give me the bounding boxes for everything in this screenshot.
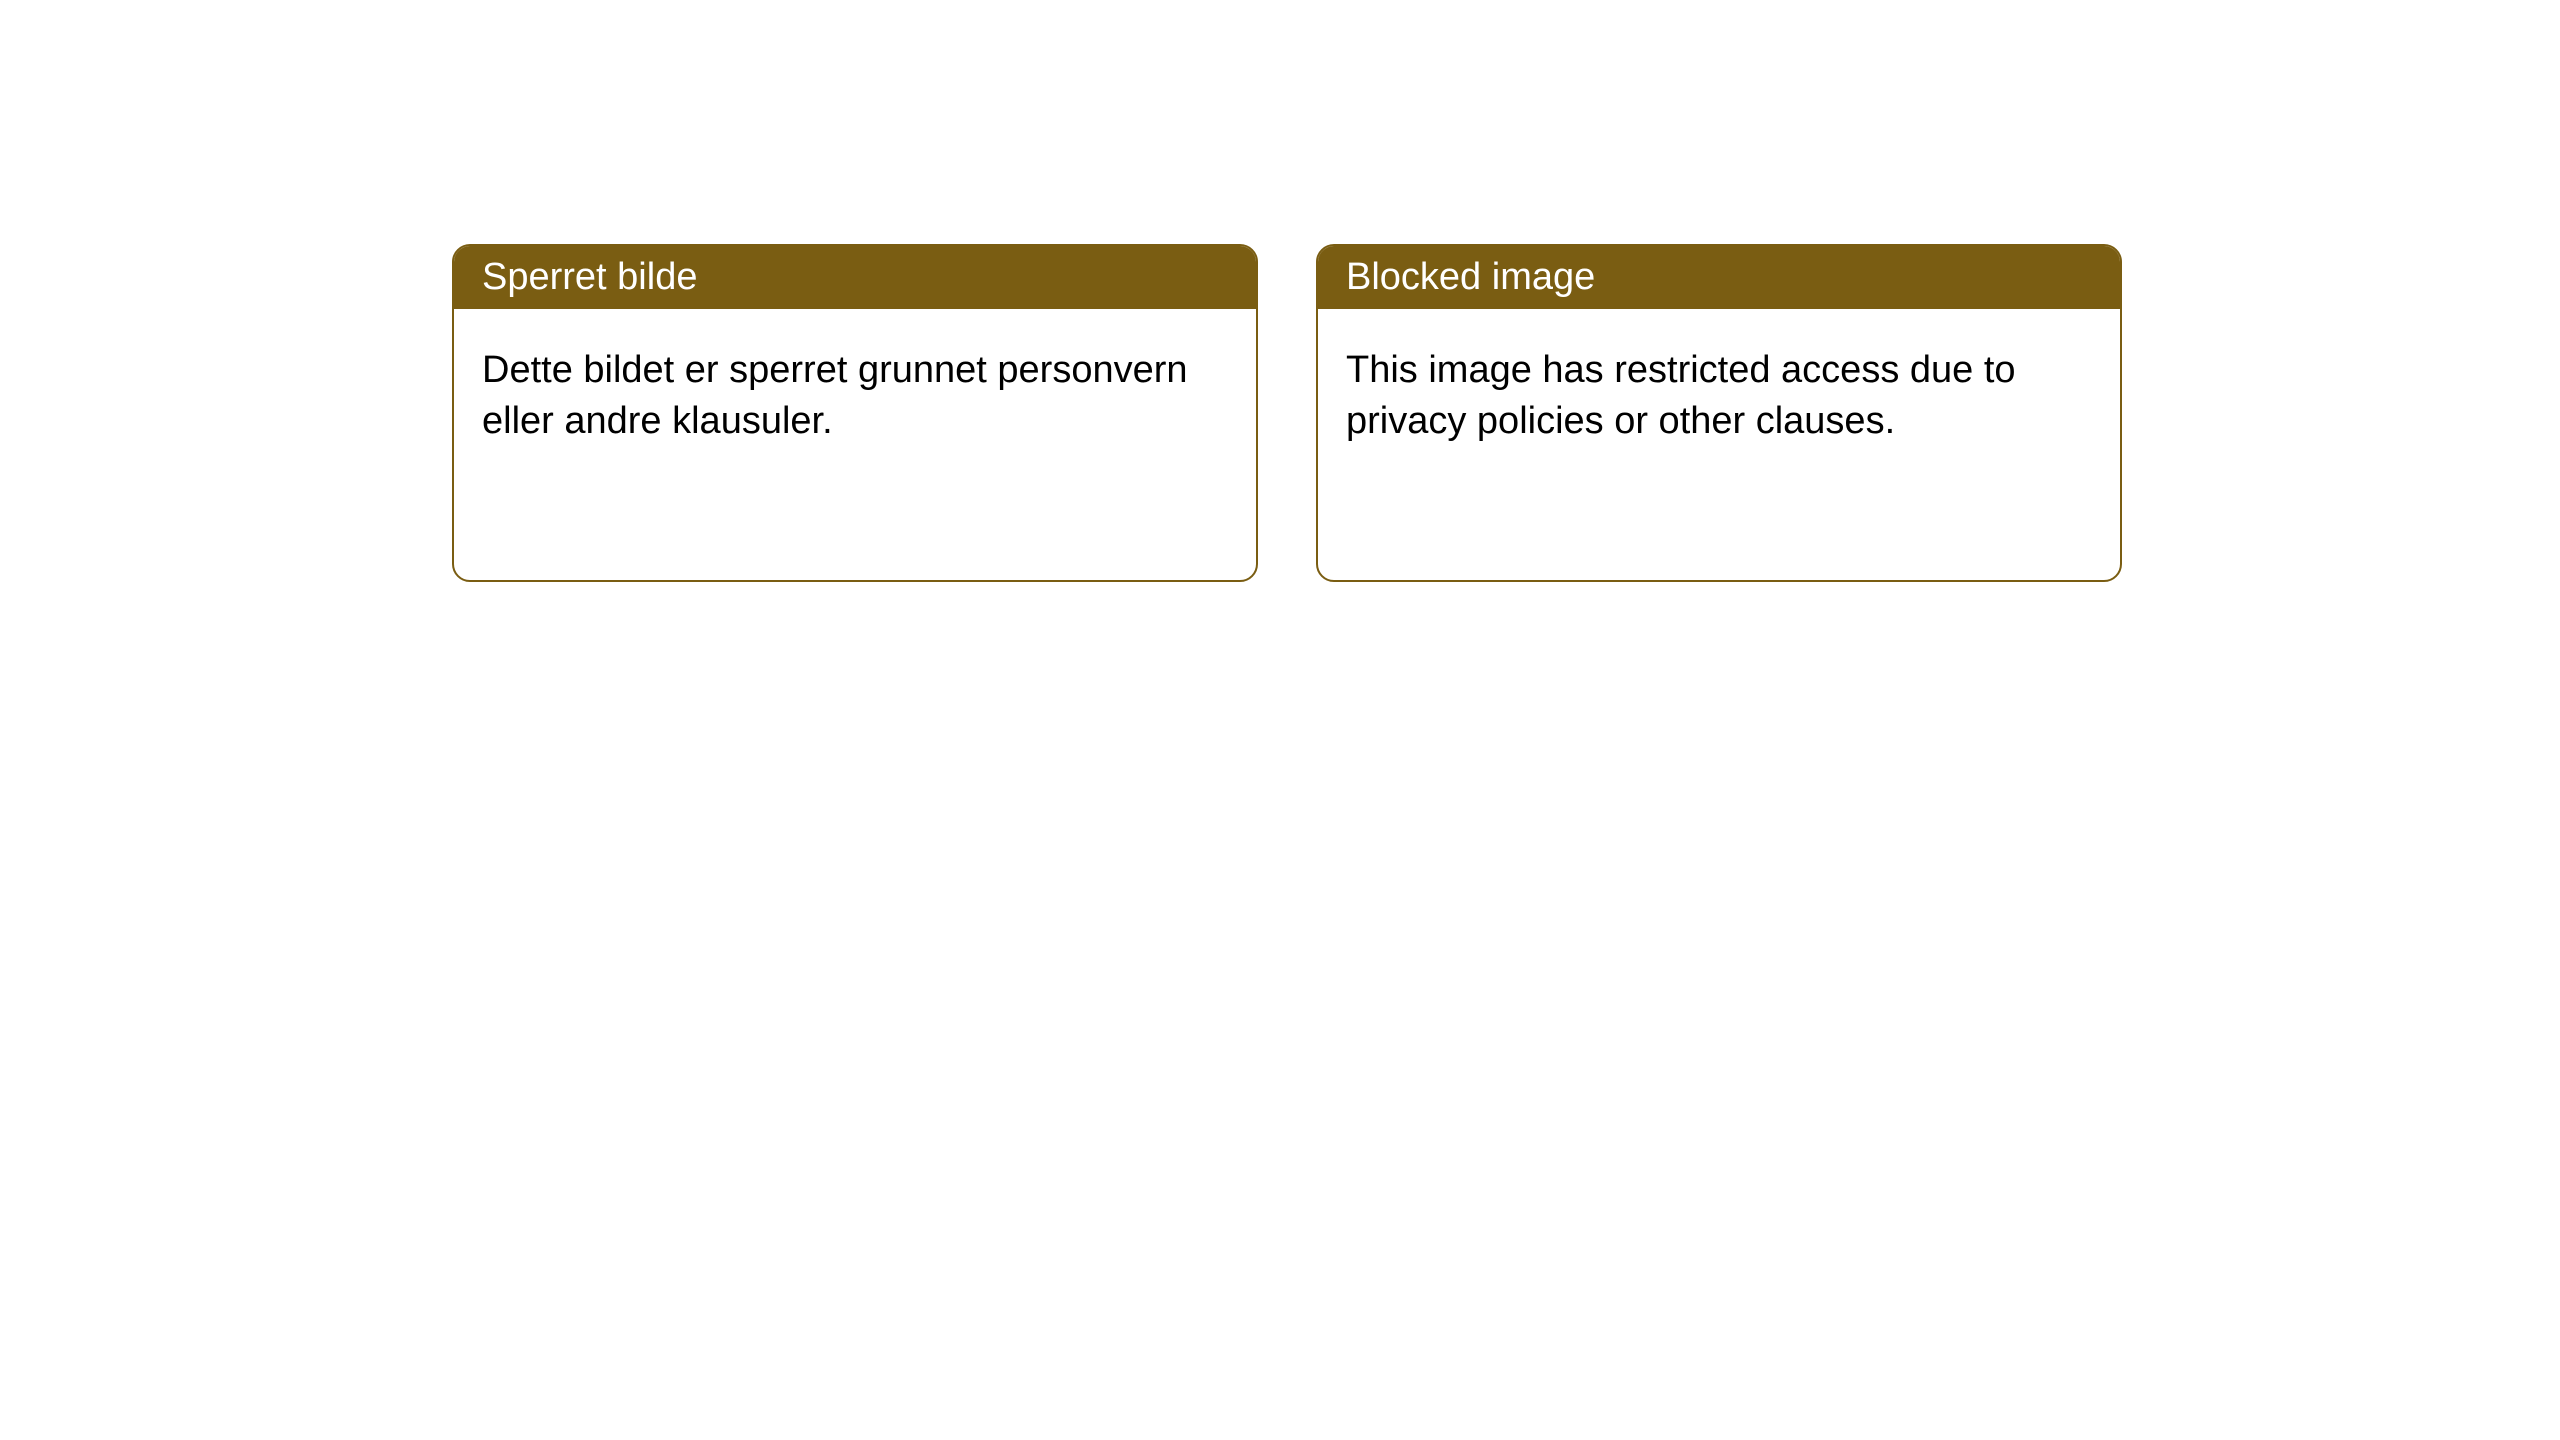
card-header: Blocked image <box>1318 246 2120 309</box>
card-title: Sperret bilde <box>482 256 697 298</box>
notice-card-english: Blocked image This image has restricted … <box>1316 244 2122 582</box>
card-body-text: Dette bildet er sperret grunnet personve… <box>482 349 1188 442</box>
card-body: Dette bildet er sperret grunnet personve… <box>454 309 1256 484</box>
card-body: This image has restricted access due to … <box>1318 309 2120 484</box>
card-body-text: This image has restricted access due to … <box>1346 349 2016 442</box>
card-title: Blocked image <box>1346 256 1595 298</box>
notice-card-norwegian: Sperret bilde Dette bildet er sperret gr… <box>452 244 1258 582</box>
card-header: Sperret bilde <box>454 246 1256 309</box>
notice-cards-container: Sperret bilde Dette bildet er sperret gr… <box>452 244 2122 582</box>
